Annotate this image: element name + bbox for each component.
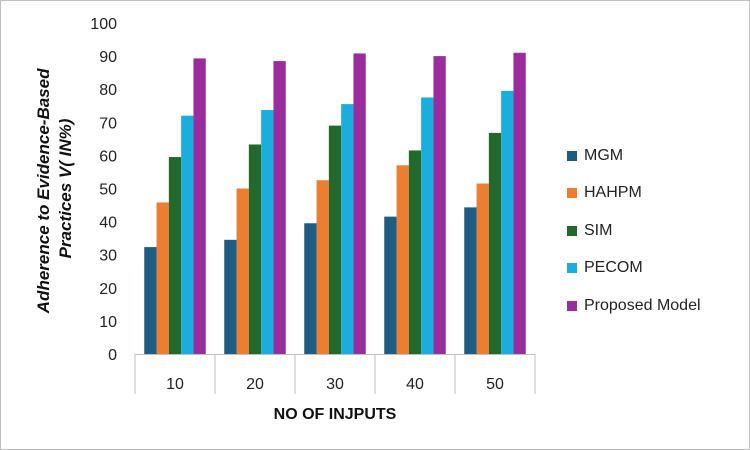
legend-swatch [567,150,577,161]
x-tick-label: 50 [486,376,504,393]
bar-hahpm [236,188,249,354]
legend-item-hahpm: HAHPM [567,175,701,213]
y-tick-label: 100 [90,16,117,33]
bar-mgm [144,247,157,354]
bar-sim [168,157,182,354]
bar-pecom [181,115,194,355]
x-tick-label: 40 [406,376,424,393]
bar-mgm [464,207,477,354]
legend-swatch [567,225,577,236]
bar-proposed-model [353,53,366,354]
bar-sim [488,132,502,354]
y-tick-label: 30 [99,248,117,265]
legend-item-mgm: MGM [567,137,701,175]
legend-label: Proposed Model [584,296,701,314]
x-tick-label: 30 [326,376,344,393]
x-axis-ticks: 10 20 30 40 50 [134,354,536,394]
y-axis-title-line-2: Practices V( IN%) [56,118,75,258]
y-tick-label: 60 [99,148,117,165]
bar-pecom [341,104,354,354]
bar-mgm [384,216,397,354]
y-tick-label: 20 [99,281,117,298]
bar-pecom [421,97,434,354]
x-tick-label: 10 [166,376,184,393]
bar-hahpm [316,180,329,354]
bar-hahpm [476,183,489,354]
y-axis-ticks: 0 10 20 30 40 50 60 70 80 90 100 [90,16,117,364]
legend-label: PECOM [584,259,643,277]
bar-mgm [304,223,317,354]
y-tick-label: 40 [99,215,117,232]
bar-sim [248,144,262,354]
y-tick-label: 90 [99,49,117,66]
y-tick-label: 80 [99,82,117,99]
chart-bars [144,52,526,355]
x-axis-title: NO OF INJPUTS [274,406,397,423]
legend-item-sim: SIM [567,212,701,250]
y-axis-title-line-1: Adherence to Evidence-Based [34,68,53,314]
bar-sim [328,125,342,354]
legend-swatch [567,263,577,274]
legend-swatch [567,188,577,199]
bar-proposed-model [433,56,446,354]
legend-label: MGM [584,146,624,164]
bar-proposed-model [513,52,526,354]
bar-hahpm [156,202,169,354]
legend-swatch [567,300,577,311]
y-tick-label: 0 [108,347,117,364]
bar-pecom [501,90,514,354]
y-tick-label: 50 [99,182,117,199]
legend-label: HAHPM [584,184,642,202]
legend-label: SIM [584,221,613,239]
x-tick-label: 20 [246,376,264,393]
y-tick-label: 70 [99,115,117,132]
legend-item-proposed-model: Proposed Model [567,287,701,325]
bar-proposed-model [193,58,206,355]
bar-sim [408,150,422,354]
chart-legend: MGM HAHPM SIM PECOM Proposed Model [567,137,701,325]
y-tick-label: 10 [99,314,117,331]
bar-mgm [224,239,237,354]
bar-hahpm [396,165,409,354]
bar-proposed-model [273,61,286,355]
bar-pecom [261,110,274,354]
y-axis-title: Adherence to Evidence-Based Practices V(… [34,64,75,314]
legend-item-pecom: PECOM [567,250,701,288]
